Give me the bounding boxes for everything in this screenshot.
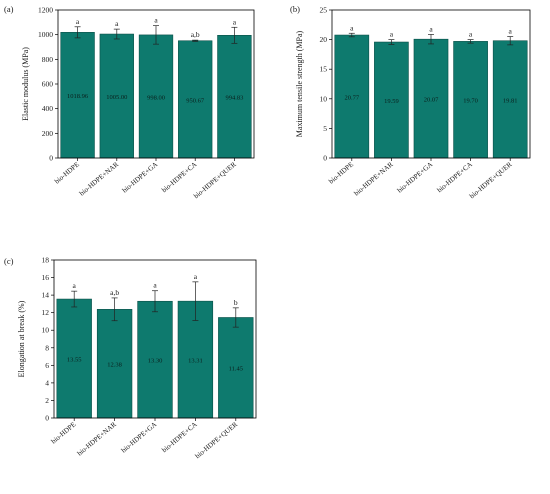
- data-label: 13.55: [67, 357, 82, 364]
- bar: [96, 309, 133, 419]
- significance-label: a: [76, 17, 80, 26]
- x-tick-label: bio-HDPE+QUER: [194, 420, 240, 460]
- y-tick-label: 0: [49, 154, 53, 163]
- significance-label: a: [153, 281, 157, 290]
- data-label: 994.83: [225, 95, 243, 102]
- significance-label: b: [234, 298, 238, 307]
- bar: [374, 41, 409, 159]
- y-tick-label: 8: [45, 343, 49, 352]
- bar: [217, 35, 252, 159]
- bar: [453, 41, 488, 159]
- panel-label: (c): [4, 256, 14, 266]
- significance-label: a: [469, 30, 473, 39]
- x-tick-label: bio-HDPE+NAR: [78, 160, 120, 197]
- y-tick-label: 6: [45, 361, 49, 370]
- data-label: 1018.96: [67, 93, 89, 100]
- significance-label: a,b: [191, 30, 200, 39]
- y-axis-label: Elongation at break (%): [17, 300, 26, 377]
- significance-label: a: [509, 27, 513, 36]
- x-tick-label: bio-HDPE+QUER: [468, 160, 514, 200]
- x-tick-label: bio-HDPE+NAR: [76, 420, 118, 457]
- y-tick-label: 14: [42, 291, 50, 300]
- y-tick-label: 12: [42, 308, 50, 317]
- y-tick-label: 200: [42, 129, 54, 138]
- bar: [218, 317, 254, 419]
- y-tick-label: 15: [320, 65, 328, 74]
- significance-label: a: [115, 19, 119, 28]
- bar: [138, 34, 174, 159]
- y-tick-label: 0: [45, 414, 49, 423]
- x-tick-label: bio-HDPE+NAR: [353, 160, 395, 197]
- data-label: 998.00: [147, 94, 165, 101]
- y-tick-label: 2: [45, 396, 49, 405]
- x-tick-label: bio-HDPE: [327, 160, 355, 185]
- y-tick-label: 1200: [38, 6, 53, 15]
- plot-frame: [53, 259, 257, 419]
- y-tick-label: 10: [320, 94, 328, 103]
- x-tick-label: bio-HDPE+CA: [160, 420, 198, 454]
- x-tick-label: bio-HDPE+CA: [160, 160, 198, 194]
- y-axis-label: Maximum tensile strength (MPa): [295, 30, 304, 137]
- data-label: 19.81: [503, 97, 518, 104]
- y-tick-label: 20: [320, 35, 328, 44]
- significance-label: a: [154, 16, 158, 25]
- x-tick-label: bio-HDPE+QUER: [192, 160, 238, 200]
- data-label: 19.70: [463, 98, 478, 105]
- bar: [60, 32, 95, 159]
- x-tick-label: bio-HDPE: [50, 420, 78, 445]
- y-tick-label: 4: [45, 378, 49, 387]
- data-label: 20.77: [344, 95, 359, 102]
- y-tick-label: 400: [42, 104, 54, 113]
- y-axis-label: Elastic modulus (MPa): [21, 47, 30, 121]
- significance-label: a: [194, 272, 198, 281]
- bar: [334, 34, 370, 159]
- y-tick-label: 10: [42, 326, 50, 335]
- y-tick-label: 18: [42, 256, 50, 265]
- panel-a-elastic-modulus: (a) a 1018.96 bio-HDPE a 1005.00 bio-HDPE+NAR a…: [4, 4, 255, 200]
- x-tick-label: bio-HDPE+CA: [436, 160, 474, 194]
- x-tick-label: bio-HDPE+GA: [121, 160, 160, 194]
- significance-label: a,b: [110, 288, 119, 297]
- y-tick-label: 0: [323, 154, 327, 163]
- panel-label: (b): [290, 4, 300, 14]
- data-label: 13.31: [188, 358, 203, 365]
- y-tick-label: 1000: [38, 30, 53, 39]
- data-label: 13.30: [148, 358, 163, 365]
- data-label: 1005.00: [106, 94, 127, 101]
- y-tick-label: 25: [320, 6, 328, 15]
- x-tick-label: bio-HDPE+GA: [396, 160, 435, 194]
- panel-label: (a): [4, 4, 14, 14]
- significance-label: a: [233, 17, 237, 26]
- significance-label: a: [429, 24, 433, 33]
- y-tick-label: 16: [42, 273, 50, 282]
- significance-label: a: [73, 281, 77, 290]
- data-label: 12.38: [107, 362, 122, 369]
- y-tick-label: 5: [323, 124, 327, 133]
- data-label: 20.07: [424, 97, 439, 104]
- data-label: 950.67: [186, 97, 205, 104]
- significance-label: a: [390, 30, 394, 39]
- x-tick-label: bio-HDPE: [53, 160, 81, 185]
- significance-label: a: [350, 23, 354, 32]
- data-label: 11.45: [229, 366, 243, 373]
- y-tick-label: 600: [42, 80, 54, 89]
- panel-c-elongation: (c) a 13.55 bio-HDPE a,b 12.38 bio-HDPE+NAR a 13…: [4, 256, 257, 460]
- data-label: 19.59: [384, 98, 399, 105]
- x-tick-label: bio-HDPE+GA: [120, 420, 159, 454]
- bar: [413, 38, 449, 159]
- panel-b-tensile-strength: (b) a 20.77 bio-HDPE a 19.59 bio-HDPE+NAR a 20.0…: [290, 4, 531, 200]
- plot-frame: [331, 9, 531, 159]
- y-tick-label: 800: [42, 55, 54, 64]
